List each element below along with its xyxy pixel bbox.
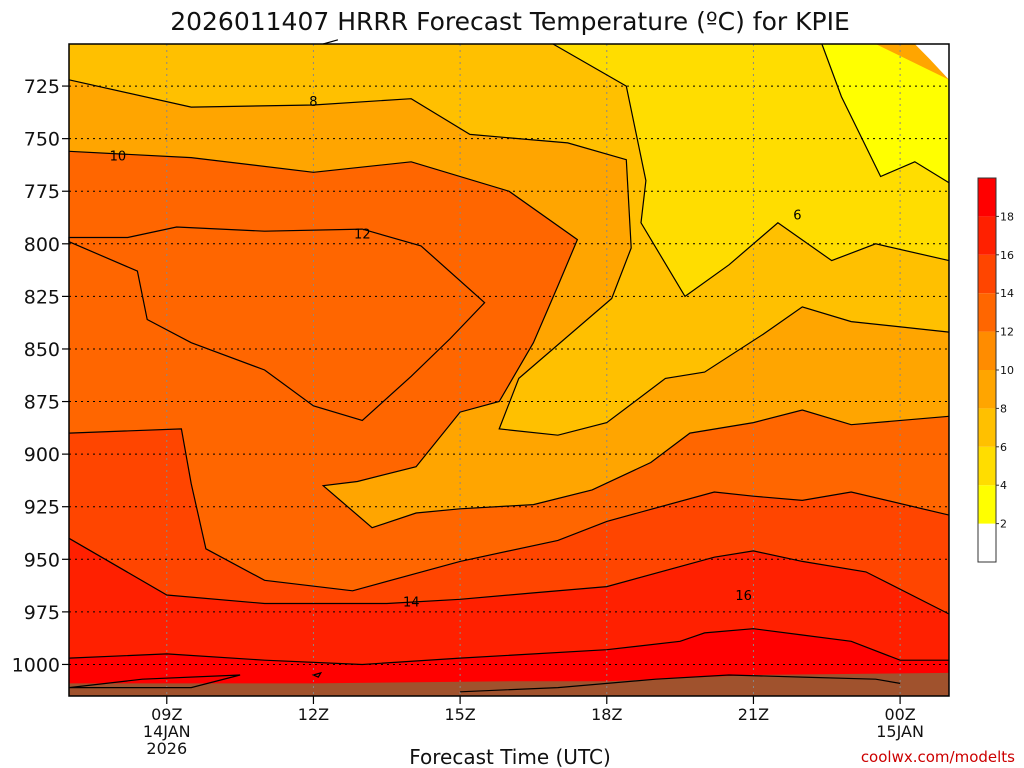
y-tick-label-1000: 1000 — [12, 654, 60, 676]
x-tick-label-15-0: 15Z — [444, 705, 475, 724]
contour-line-6 — [552, 43, 950, 298]
contour-label-layer: 6 8 10 12 14 16 — [110, 95, 802, 611]
region-fill-<2 — [914, 44, 949, 80]
x-tick-label-24-0: 00Z — [884, 705, 915, 724]
region-fill-2-4 — [821, 44, 949, 183]
colorbar: 2 4 6 8 10 12 14 16 18 — [977, 177, 1014, 563]
x-tick-label-9-1: 14JAN — [143, 722, 191, 741]
colorbar-segment-9 — [978, 178, 996, 217]
x-tick-label-9-0: 09Z — [151, 705, 182, 724]
contour-line-8 — [68, 79, 950, 436]
y-tick-label-750: 750 — [24, 129, 60, 151]
y-tick-label-900: 900 — [24, 444, 60, 466]
y-tick-label-925: 925 — [24, 497, 60, 519]
y-tick-label-875: 875 — [24, 392, 60, 414]
colorbar-segment-1 — [978, 485, 996, 524]
contour-label-16: 16 — [735, 589, 752, 604]
colorbar-label-2: 2 — [1000, 518, 1007, 531]
contour-line-18 — [460, 674, 901, 693]
axes: 725 750 775 800 825 850 875 900 925 950 975 1000 09Z… — [12, 76, 924, 758]
region-fill-4-6 — [553, 44, 949, 297]
ground-surface — [69, 672, 949, 696]
ground-layer — [69, 672, 949, 696]
y-tick-label-800: 800 — [24, 234, 60, 256]
credit-text: coolwx.com/modelts — [861, 748, 1015, 766]
region-fill-6-8 — [69, 44, 949, 436]
gridlines — [69, 44, 949, 696]
colorbar-label-4: 4 — [1000, 479, 1007, 492]
contour-line-18 — [311, 671, 323, 678]
y-tick-label-725: 725 — [24, 76, 60, 98]
colorbar-segment-7 — [978, 254, 996, 294]
contour-fill-layer — [69, 44, 949, 696]
y-tick-label-775: 775 — [24, 181, 60, 203]
y-tick-label-825: 825 — [24, 286, 60, 308]
contour-label-14: 14 — [403, 595, 420, 610]
contour-line-16 — [68, 537, 950, 615]
y-tick-label-975: 975 — [24, 602, 60, 624]
colorbar-segment-8 — [978, 216, 996, 255]
contour-label-12: 12 — [354, 227, 371, 242]
colorbar-segment-4 — [978, 370, 996, 409]
contour-label-10: 10 — [110, 149, 127, 164]
contour-line-12 — [68, 226, 486, 422]
colorbar-segment-3 — [978, 408, 996, 447]
x-tick-label-18-0: 18Z — [591, 705, 622, 724]
colorbar-label-14: 14 — [1000, 287, 1014, 300]
colorbar-segment-5 — [978, 331, 996, 370]
x-axis-label: Forecast Time (UTC) — [409, 745, 611, 768]
colorbar-segment-6 — [978, 293, 996, 332]
contour-line-14 — [68, 428, 950, 592]
colorbar-segment-2 — [978, 446, 996, 486]
contour-label-6: 6 — [793, 208, 801, 223]
colorbar-segment-0 — [978, 523, 996, 562]
plot-frame — [68, 43, 950, 697]
colorbar-label-8: 8 — [1000, 402, 1007, 415]
y-tick-label-850: 850 — [24, 339, 60, 361]
colorbar-label-10: 10 — [1000, 364, 1014, 377]
band-fill-12-pocket — [69, 227, 485, 421]
colorbar-label-6: 6 — [1000, 441, 1007, 454]
x-tick-label-24-1: 15JAN — [876, 722, 924, 741]
contour-line-10 — [68, 150, 950, 529]
colorbar-label-16: 16 — [1000, 249, 1014, 262]
colorbar-label-18: 18 — [1000, 210, 1014, 223]
x-tick-label-21-0: 21Z — [738, 705, 769, 724]
contour-label-8: 8 — [309, 95, 317, 110]
contour-line-layer — [68, 39, 950, 693]
contour-line-18 — [68, 674, 241, 689]
contour-line-18 — [68, 628, 949, 666]
x-tick-label-9-2: 2026 — [146, 739, 187, 758]
colorbar-label-12: 12 — [1000, 326, 1014, 339]
x-tick-label-12-0: 12Z — [298, 705, 329, 724]
contour-line-6 — [821, 43, 950, 184]
chart-title: 2026011407 HRRR Forecast Temperature (ºC… — [170, 7, 850, 36]
y-tick-label-950: 950 — [24, 549, 60, 571]
